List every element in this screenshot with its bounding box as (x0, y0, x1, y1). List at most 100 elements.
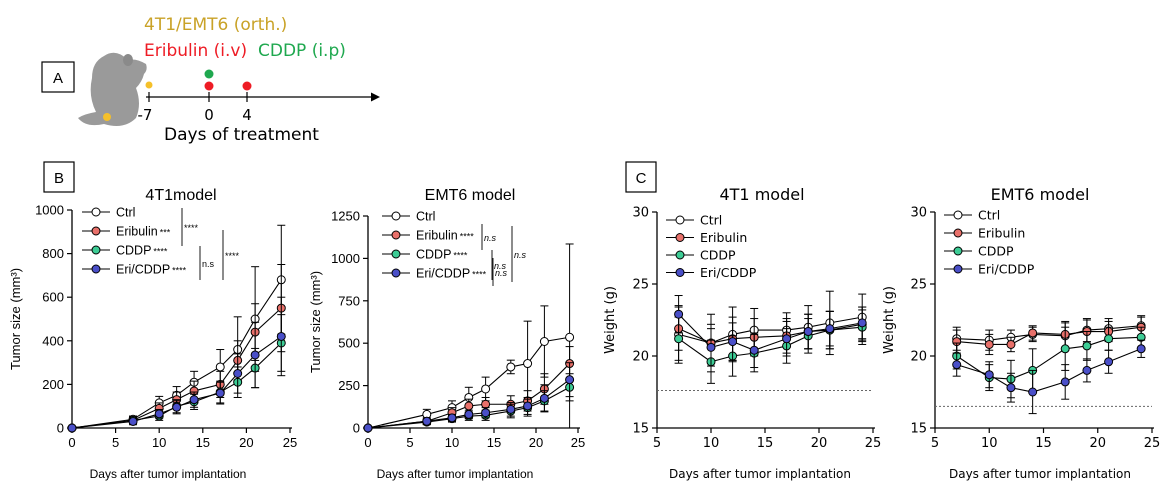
series-line (678, 323, 863, 344)
data-point (233, 369, 243, 378)
data-point (215, 362, 225, 372)
data-point (539, 393, 549, 403)
significance-stars: **** (460, 232, 475, 242)
legend-label: Eribulin *** (116, 225, 171, 239)
series-eribulin (952, 316, 1146, 356)
x-tick-label: 25 (865, 436, 882, 451)
bracket-label: n.s (484, 233, 497, 243)
legend-marker (91, 245, 101, 255)
data-point (952, 360, 962, 370)
cddp-dot (204, 69, 214, 79)
legend-label: Ctrl (978, 208, 1000, 223)
x-tick-label: 10 (981, 436, 998, 451)
tumor-dot (103, 113, 111, 121)
legend-label: Eribulin (978, 226, 1025, 241)
x-tick-label: 15 (196, 435, 210, 450)
series-eribulin (674, 306, 867, 363)
data-point (464, 401, 474, 411)
data-point (523, 359, 533, 369)
data-point (1006, 383, 1016, 393)
legend-label: Eri/CDDP (700, 265, 757, 280)
y-tick-label: 20 (632, 350, 649, 365)
legend-marker (91, 207, 101, 217)
cddp-line: CDDP (i.p) (258, 41, 346, 61)
data-point (481, 408, 491, 418)
y-tick-label: 200 (42, 377, 64, 392)
legend-label: CDDP (978, 244, 1014, 259)
x-tick-label: 20 (239, 435, 253, 450)
y-tick-label: 25 (910, 278, 927, 293)
series-line (956, 348, 1142, 393)
legend-marker (675, 268, 685, 277)
bracket-label: n.s (514, 250, 527, 260)
y-tick-label: 15 (632, 422, 649, 437)
data-point (1060, 344, 1070, 354)
data-point (539, 337, 549, 347)
data-point (1060, 377, 1070, 387)
y-tick-label: 1000 (35, 203, 64, 218)
significance-stars: **** (153, 247, 168, 257)
data-point (447, 413, 457, 423)
legend-label: CDDP (700, 248, 736, 263)
x-axis-label: Days after tumor implantation (669, 467, 851, 481)
data-point (1028, 387, 1038, 397)
data-point (749, 345, 759, 355)
panel-c-label: C (636, 170, 647, 187)
series-eri-cddp (363, 362, 575, 433)
data-point (565, 375, 575, 385)
data-point (422, 416, 432, 426)
tick-0: 0 (204, 106, 214, 124)
chart-4t1-tumor: 4T1model 0 5 10 15 20 25 0 200 400 600 800 1000 Days … (8, 187, 297, 481)
legend-label: Eri/CDDP **** (116, 263, 187, 277)
y-tick-label: 30 (910, 206, 927, 221)
data-point (1082, 341, 1092, 351)
x-tick-label: 25 (1144, 436, 1160, 451)
x-tick-label: 0 (68, 435, 75, 450)
series-eri-cddp (67, 296, 286, 433)
data-point (506, 362, 516, 372)
significance-stars: **** (172, 266, 187, 276)
eribulin-dot-day0 (204, 81, 214, 91)
legend-marker (391, 268, 401, 278)
x-tick-label: 15 (487, 435, 501, 450)
mouse-icon (78, 52, 147, 126)
data-point (728, 337, 738, 347)
legend-marker (953, 264, 963, 274)
data-point (1028, 328, 1038, 338)
legend-label: Eribulin **** (416, 229, 474, 243)
x-tick-label: 5 (406, 435, 413, 450)
y-tick-label: 20 (910, 350, 927, 365)
legend-marker (675, 250, 685, 260)
data-point (481, 399, 491, 409)
chart-emt6-weight: EMT6 model 5 10 15 20 25 15 20 25 30 Days after tu… (882, 185, 1160, 481)
data-point (674, 334, 684, 344)
eribulin-dot-day4 (242, 81, 252, 91)
tick-minus7: -7 (138, 106, 153, 124)
series-eri-cddp (674, 295, 867, 369)
legend-label: Ctrl (416, 210, 435, 224)
series-line (678, 313, 863, 351)
chart-4t1-weight: 4T1 model 5 10 15 20 25 15 20 25 30 Days after tum… (603, 185, 881, 481)
y-tick-label: 500 (338, 336, 360, 351)
legend-marker (91, 264, 101, 274)
y-tick-label: 1000 (331, 251, 360, 266)
x-tick-label: 10 (445, 435, 459, 450)
data-point (782, 334, 792, 344)
legend-marker (953, 210, 963, 220)
series-ctrl (674, 290, 867, 373)
series-cddp (674, 309, 867, 384)
y-tick-label: 1250 (331, 209, 360, 224)
data-point (825, 324, 835, 334)
timeline-label: Days of treatment (164, 125, 319, 145)
tick-4: 4 (242, 106, 252, 124)
legend-marker (953, 228, 963, 238)
data-point (154, 409, 164, 419)
bracket-label: **** (184, 223, 199, 233)
y-tick-label: 400 (42, 333, 64, 348)
implant-dot (145, 81, 153, 89)
data-point (250, 350, 260, 360)
data-point (128, 416, 138, 426)
panel-b-label: B (54, 170, 64, 187)
